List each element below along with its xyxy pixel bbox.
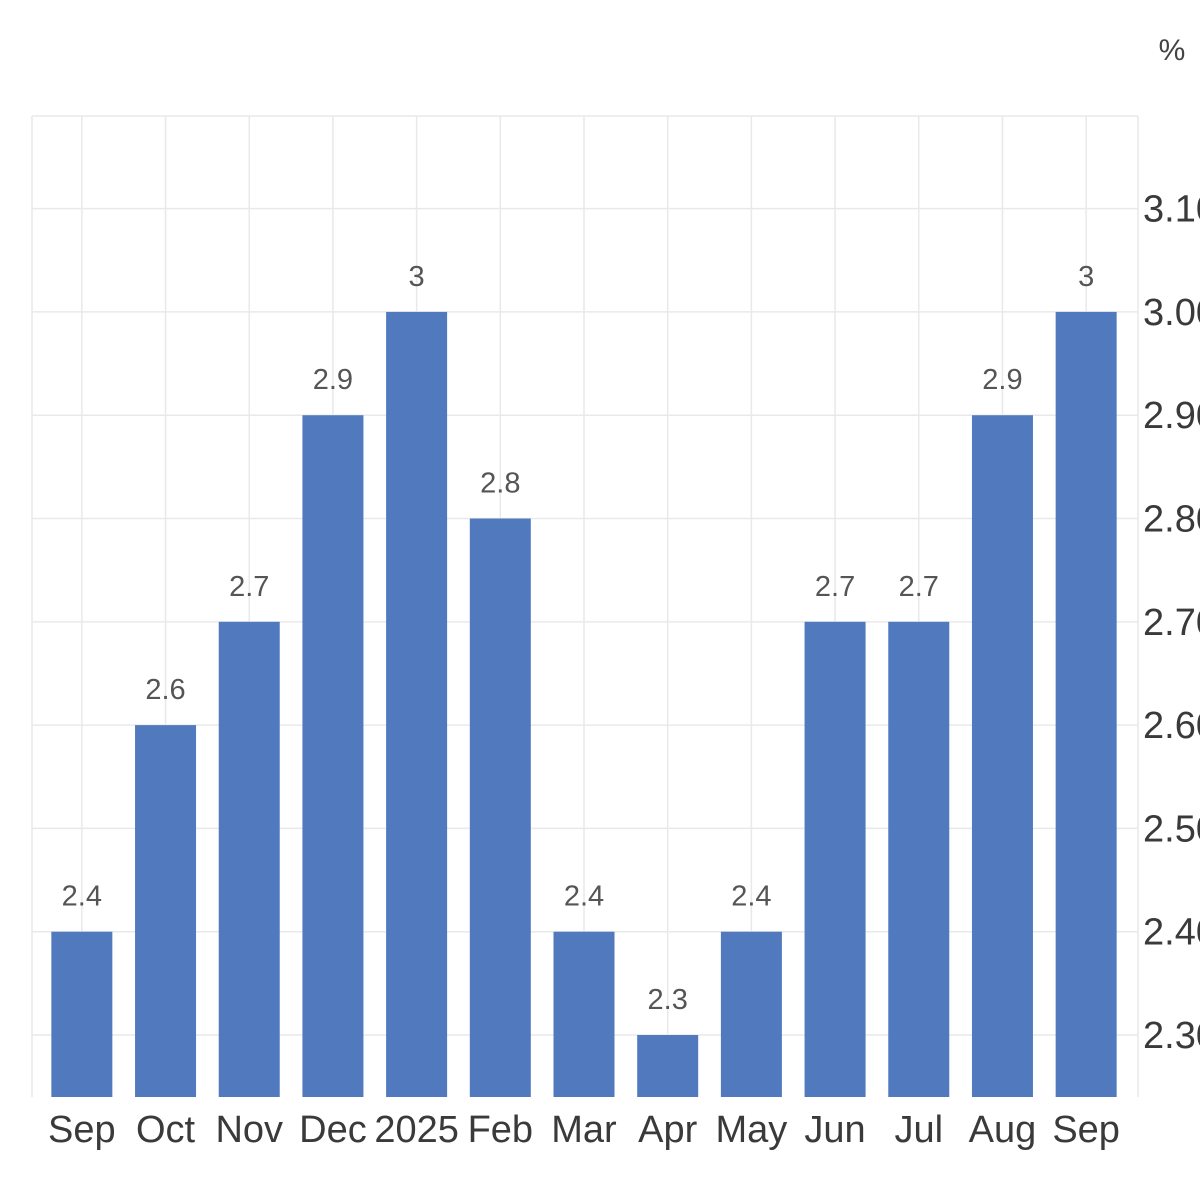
x-tick-label: Aug	[969, 1109, 1037, 1151]
bar	[469, 518, 531, 1097]
bar	[302, 415, 364, 1098]
data-label: 3	[409, 261, 425, 293]
y-tick-label: 2.80	[1143, 499, 1200, 541]
bar	[804, 621, 866, 1097]
bar	[888, 621, 950, 1097]
x-tick-label: Oct	[136, 1109, 196, 1151]
y-tick-label: 2.60	[1143, 705, 1200, 747]
data-label: 2.4	[564, 881, 604, 913]
data-label: 2.7	[815, 571, 855, 603]
y-tick-label: 3.10	[1143, 189, 1200, 231]
data-labels: 2.4 2.6 2.7 2.9 3 2.8 2.4 2.3 2.4 2.7 2.7 2.9 3	[62, 261, 1095, 1016]
y-tick-label: 2.40	[1143, 912, 1200, 954]
y-axis-ticks: 2.30 2.40 2.50 2.60 2.70 2.80 2.90 3.00 3.10	[1143, 189, 1200, 1057]
bars	[51, 311, 1117, 1098]
data-label: 2.7	[229, 571, 269, 603]
x-tick-label: May	[715, 1109, 787, 1151]
bar	[720, 931, 782, 1097]
bar	[51, 931, 113, 1097]
y-axis-unit-label: %	[1159, 34, 1186, 67]
bar	[218, 621, 280, 1097]
y-tick-label: 2.50	[1143, 808, 1200, 850]
bar	[386, 311, 448, 1097]
x-tick-label: Jul	[894, 1109, 943, 1151]
bar	[971, 415, 1033, 1098]
data-label: 2.4	[62, 881, 102, 913]
x-tick-label: Feb	[468, 1109, 533, 1151]
bar	[1055, 311, 1117, 1097]
x-tick-label: Apr	[638, 1109, 697, 1151]
bar	[135, 725, 197, 1097]
bar	[553, 931, 615, 1097]
y-tick-label: 2.70	[1143, 602, 1200, 644]
x-tick-label: Dec	[299, 1109, 367, 1151]
data-label: 2.7	[899, 571, 939, 603]
y-tick-label: 2.30	[1143, 1015, 1200, 1057]
x-tick-label: Sep	[48, 1109, 116, 1151]
x-tick-label: Sep	[1052, 1109, 1120, 1151]
x-tick-label: Jun	[804, 1109, 865, 1151]
y-tick-label: 3.00	[1143, 292, 1200, 334]
y-tick-label: 2.90	[1143, 395, 1200, 437]
data-label: 2.4	[731, 881, 771, 913]
data-label: 2.8	[480, 468, 520, 500]
data-label: 2.9	[313, 364, 353, 396]
x-tick-label: 2025	[374, 1109, 459, 1151]
data-label: 3	[1078, 261, 1094, 293]
bar	[637, 1035, 699, 1097]
x-tick-label: Nov	[215, 1109, 283, 1151]
data-label: 2.9	[982, 364, 1022, 396]
x-tick-label: Mar	[551, 1109, 617, 1151]
data-label: 2.6	[145, 674, 185, 706]
x-axis-ticks: Sep Oct Nov Dec 2025 Feb Mar Apr May Jun Jul Aug Sep	[48, 1109, 1120, 1151]
data-label: 2.3	[648, 984, 688, 1016]
